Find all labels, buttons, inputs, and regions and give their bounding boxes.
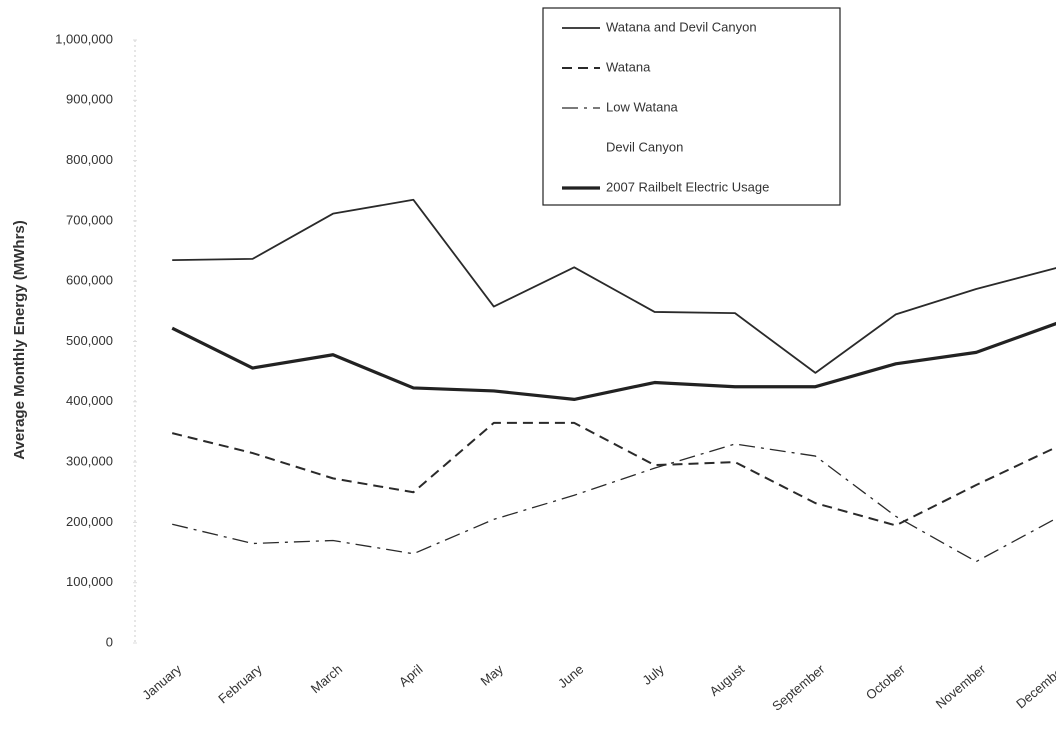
y-tick-label: 300,000 xyxy=(66,454,113,469)
y-tick-label: 200,000 xyxy=(66,514,113,529)
legend-label: Watana and Devil Canyon xyxy=(606,19,757,34)
y-tick-label: 0 xyxy=(106,634,113,649)
legend-box xyxy=(542,7,841,206)
y-tick-label: 800,000 xyxy=(66,152,113,167)
legend-label: Watana xyxy=(606,59,651,74)
y-tick-label: 500,000 xyxy=(66,333,113,348)
series-line xyxy=(171,321,1056,401)
y-axis-label: Average Monthly Energy (MWhrs) xyxy=(11,220,28,459)
legend-label: 2007 Railbelt Electric Usage xyxy=(606,179,769,194)
y-tick-label: 1,000,000 xyxy=(55,31,113,46)
y-tick-label: 400,000 xyxy=(66,393,113,408)
y-tick-label: 600,000 xyxy=(66,273,113,288)
series-line xyxy=(172,198,1056,374)
legend-label: Low Watana xyxy=(606,99,679,114)
series-line xyxy=(172,443,1056,563)
legend-label: Devil Canyon xyxy=(606,139,683,154)
y-tick-label: 700,000 xyxy=(66,212,113,227)
series-line xyxy=(171,421,1056,527)
y-tick-label: 900,000 xyxy=(66,92,113,107)
y-tick-label: 100,000 xyxy=(66,574,113,589)
